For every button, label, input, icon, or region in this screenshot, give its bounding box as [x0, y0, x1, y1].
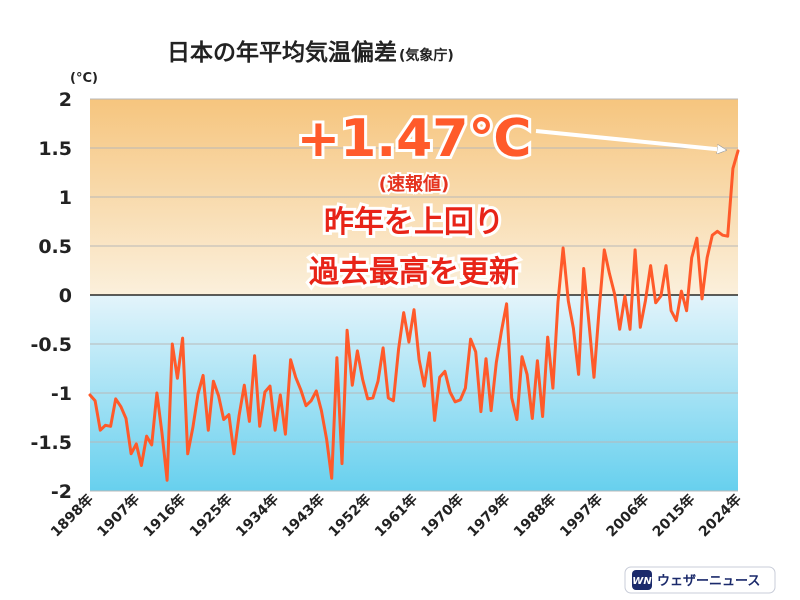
y-tick-label: -1: [51, 383, 72, 405]
x-tick-label: 1934年: [232, 491, 281, 540]
brand-logo-badge: [632, 570, 652, 590]
x-tick-label: 1925年: [186, 491, 235, 540]
y-axis-ticks: 2 1.5 1 0.5 0 -0.5 -1 -1.5 -2: [30, 89, 72, 503]
x-tick-label: 1916年: [140, 491, 189, 540]
gridlines: [90, 98, 738, 492]
x-tick-label: 2015年: [649, 491, 698, 540]
x-axis-ticks: 1898年1907年1916年1925年1934年1943年1952年1961年…: [47, 491, 744, 540]
chart-title-source: (気象庁): [399, 47, 454, 64]
y-tick-label: 2: [59, 89, 72, 111]
y-tick-label: 1.5: [38, 138, 72, 160]
x-tick-label: 1907年: [94, 491, 143, 540]
unit-label: (°C): [70, 71, 98, 86]
y-tick-label: -0.5: [30, 334, 72, 356]
x-tick-label: 1979年: [464, 491, 513, 540]
y-tick-label: 0: [59, 285, 72, 307]
x-tick-label: 2006年: [603, 491, 652, 540]
x-tick-label: 1997年: [556, 491, 605, 540]
y-tick-label: -1.5: [30, 432, 72, 454]
series-layer: [88, 149, 740, 482]
brand-name: ウェザーニュース: [657, 574, 760, 589]
annotation-line-2: 過去最高を更新: [309, 255, 519, 290]
annotation-arrow: [535, 129, 725, 150]
annotation-value: +1.47℃: [297, 109, 532, 169]
brand-logo: WN ウェザーニュース: [624, 566, 776, 594]
brand-logo-background: [624, 566, 776, 594]
y-tick-label: 1: [59, 187, 72, 209]
x-tick-label: 2024年: [695, 491, 744, 540]
y-tick-label: 0.5: [38, 236, 72, 258]
annotation-value-note: (速報値): [379, 173, 449, 195]
x-tick-label: 1943年: [279, 491, 328, 540]
y-tick-label: -2: [51, 481, 72, 503]
x-tick-label: 1952年: [325, 491, 374, 540]
annotation-line-1: 昨年を上回り: [324, 205, 504, 240]
x-tick-label: 1961年: [371, 491, 420, 540]
x-tick-label: 1988年: [510, 491, 559, 540]
x-tick-label: 1970年: [418, 491, 467, 540]
series-line: [88, 149, 740, 482]
brand-logo-mark: WN: [632, 576, 652, 587]
chart-title: 日本の年平均気温偏差: [167, 39, 397, 66]
